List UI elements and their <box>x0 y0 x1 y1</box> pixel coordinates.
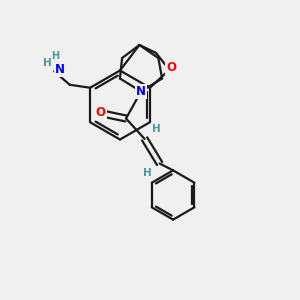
Text: O: O <box>96 106 106 119</box>
Text: N: N <box>55 63 64 76</box>
Text: H: H <box>142 167 152 178</box>
Text: H: H <box>43 58 52 68</box>
Text: H: H <box>152 124 160 134</box>
Text: H: H <box>52 51 60 61</box>
Text: O: O <box>166 61 176 74</box>
Text: N: N <box>136 85 146 98</box>
